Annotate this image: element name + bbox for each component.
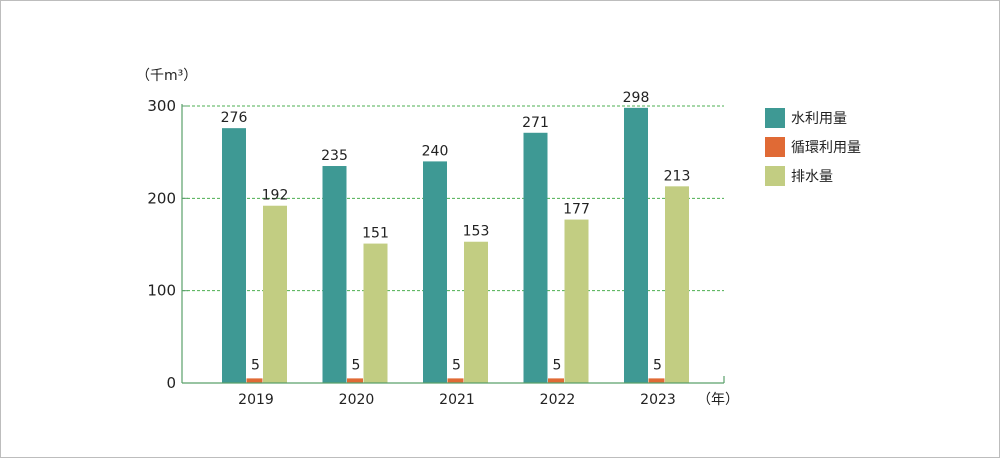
wastewater-bar <box>665 186 689 383</box>
legend-swatch <box>765 108 785 128</box>
wastewater-bar <box>464 241 488 383</box>
y-tick-label: 300 <box>147 97 176 115</box>
water-use-bar <box>624 107 648 383</box>
legend-item-water-use: 水利用量 <box>765 104 861 132</box>
legend-swatch <box>765 137 785 157</box>
recycled-use-value-label: 5 <box>251 357 260 373</box>
recycled-use-bar <box>447 378 464 383</box>
recycled-use-value-label: 5 <box>553 357 562 373</box>
water-use-value-label: 271 <box>522 115 549 131</box>
x-tick-label: 2020 <box>339 392 375 408</box>
water-use-bar <box>222 128 246 383</box>
water-use-bar <box>322 166 347 383</box>
y-tick-label: 200 <box>147 189 176 207</box>
wastewater-bar <box>263 205 287 383</box>
legend-label: 循環利用量 <box>791 140 861 156</box>
wastewater-value-label: 177 <box>563 202 590 218</box>
y-tick-label: 0 <box>166 374 176 392</box>
water-use-value-label: 298 <box>623 90 650 106</box>
recycled-use-bar <box>648 378 665 383</box>
wastewater-value-label: 192 <box>262 188 289 204</box>
water-use-bar <box>423 161 447 383</box>
water-use-bar <box>523 132 548 383</box>
recycled-use-bar <box>548 378 564 383</box>
recycled-use-value-label: 5 <box>352 357 361 373</box>
recycled-use-bar <box>246 378 263 383</box>
x-tick-label: 2023 <box>640 392 676 408</box>
legend: 水利用量 循環利用量 排水量 <box>765 104 861 191</box>
legend-item-recycled-use: 循環利用量 <box>765 133 861 161</box>
axes <box>181 104 725 384</box>
wastewater-value-label: 213 <box>664 168 691 184</box>
wastewater-value-label: 153 <box>463 224 490 240</box>
x-tick-label: 2021 <box>439 392 475 408</box>
legend-item-wastewater: 排水量 <box>765 162 861 190</box>
recycled-use-value-label: 5 <box>653 357 662 373</box>
wastewater-bar <box>564 219 589 383</box>
water-use-value-label: 235 <box>321 148 348 164</box>
y-tick-label: 100 <box>147 282 176 300</box>
legend-label: 排水量 <box>791 169 833 185</box>
wastewater-value-label: 151 <box>362 226 389 242</box>
x-axis-unit-label: （年） <box>697 392 739 408</box>
legend-swatch <box>765 166 785 186</box>
recycled-use-bar <box>347 378 363 383</box>
y-axis-unit-label: （千m³） <box>136 68 197 84</box>
bars <box>222 107 689 383</box>
x-tick-label: 2019 <box>238 392 274 408</box>
labels: 0 100 200 300 276 5 192 2019 235 5 151 2020 240 5 153 2… <box>147 90 690 408</box>
x-tick-label: 2022 <box>540 392 576 408</box>
recycled-use-value-label: 5 <box>452 357 461 373</box>
legend-label: 水利用量 <box>791 111 847 127</box>
wastewater-bar <box>363 243 388 383</box>
water-use-value-label: 276 <box>221 110 248 126</box>
water-use-value-label: 240 <box>422 143 449 159</box>
